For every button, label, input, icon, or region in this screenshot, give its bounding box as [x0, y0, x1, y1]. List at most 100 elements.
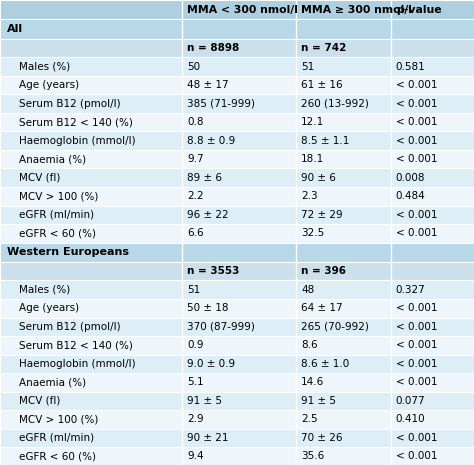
Text: 14.6: 14.6	[301, 377, 324, 387]
Text: 96 ± 22: 96 ± 22	[187, 210, 229, 220]
Text: 8.8 ± 0.9: 8.8 ± 0.9	[187, 136, 236, 146]
Text: Serum B12 < 140 (%): Serum B12 < 140 (%)	[19, 117, 133, 127]
Text: p-value: p-value	[396, 5, 441, 15]
Text: < 0.001: < 0.001	[396, 99, 438, 109]
Text: 0.581: 0.581	[396, 62, 426, 72]
Text: 90 ± 21: 90 ± 21	[187, 433, 229, 443]
Text: < 0.001: < 0.001	[396, 117, 438, 127]
Text: n = 3553: n = 3553	[187, 266, 239, 276]
Text: 70 ± 26: 70 ± 26	[301, 433, 343, 443]
Text: MCV > 100 (%): MCV > 100 (%)	[19, 191, 98, 201]
Text: Western Europeans: Western Europeans	[7, 247, 129, 257]
Bar	[0, 318, 474, 336]
Text: 0.410: 0.410	[396, 414, 425, 425]
Text: 6.6: 6.6	[187, 228, 204, 238]
Bar	[0, 57, 474, 76]
Text: < 0.001: < 0.001	[396, 340, 438, 350]
Text: 8.6: 8.6	[301, 340, 318, 350]
Text: eGFR < 60 (%): eGFR < 60 (%)	[19, 228, 96, 238]
Text: 260 (13-992): 260 (13-992)	[301, 99, 369, 109]
Text: eGFR < 60 (%): eGFR < 60 (%)	[19, 452, 96, 461]
Text: 265 (70-992): 265 (70-992)	[301, 322, 369, 332]
Text: 2.5: 2.5	[301, 414, 318, 425]
Text: 12.1: 12.1	[301, 117, 324, 127]
Text: < 0.001: < 0.001	[396, 322, 438, 332]
Text: Haemoglobin (mmol/l): Haemoglobin (mmol/l)	[19, 136, 136, 146]
Text: 48 ± 17: 48 ± 17	[187, 80, 229, 90]
Text: 8.6 ± 1.0: 8.6 ± 1.0	[301, 359, 349, 369]
Text: 72 ± 29: 72 ± 29	[301, 210, 343, 220]
Text: Anaemia (%): Anaemia (%)	[19, 154, 86, 164]
Bar	[0, 150, 474, 168]
Text: 48: 48	[301, 285, 314, 295]
Text: MCV (fl): MCV (fl)	[19, 396, 60, 406]
Text: < 0.001: < 0.001	[396, 377, 438, 387]
Bar	[0, 94, 474, 113]
Text: < 0.001: < 0.001	[396, 80, 438, 90]
Text: Serum B12 (pmol/l): Serum B12 (pmol/l)	[19, 99, 120, 109]
Text: Haemoglobin (mmol/l): Haemoglobin (mmol/l)	[19, 359, 136, 369]
Text: 32.5: 32.5	[301, 228, 324, 238]
Text: MCV (fl): MCV (fl)	[19, 173, 60, 183]
Text: < 0.001: < 0.001	[396, 359, 438, 369]
Text: Males (%): Males (%)	[19, 285, 70, 295]
Text: MMA < 300 nmol/l: MMA < 300 nmol/l	[187, 5, 298, 15]
Text: Serum B12 < 140 (%): Serum B12 < 140 (%)	[19, 340, 133, 350]
Bar	[0, 392, 474, 410]
Bar	[0, 206, 474, 224]
Text: < 0.001: < 0.001	[396, 154, 438, 164]
Text: eGFR (ml/min): eGFR (ml/min)	[19, 433, 94, 443]
Text: 385 (71-999): 385 (71-999)	[187, 99, 255, 109]
Text: < 0.001: < 0.001	[396, 136, 438, 146]
Bar	[0, 429, 474, 447]
Bar	[0, 0, 474, 20]
Text: 0.077: 0.077	[396, 396, 425, 406]
Bar	[0, 410, 474, 429]
Text: 0.484: 0.484	[396, 191, 426, 201]
Text: 0.008: 0.008	[396, 173, 425, 183]
Text: 64 ± 17: 64 ± 17	[301, 303, 343, 313]
Text: 89 ± 6: 89 ± 6	[187, 173, 222, 183]
Text: Anaemia (%): Anaemia (%)	[19, 377, 86, 387]
Text: 35.6: 35.6	[301, 452, 324, 461]
Text: n = 8898: n = 8898	[187, 43, 239, 53]
Text: 61 ± 16: 61 ± 16	[301, 80, 343, 90]
Bar	[0, 336, 474, 354]
Text: < 0.001: < 0.001	[396, 210, 438, 220]
Text: 91 ± 5: 91 ± 5	[187, 396, 222, 406]
Text: Age (years): Age (years)	[19, 303, 79, 313]
Bar	[0, 168, 474, 187]
Text: 51: 51	[187, 285, 201, 295]
Text: 51: 51	[301, 62, 314, 72]
Text: 50 ± 18: 50 ± 18	[187, 303, 229, 313]
Bar	[0, 373, 474, 392]
Text: 2.9: 2.9	[187, 414, 204, 425]
Text: 91 ± 5: 91 ± 5	[301, 396, 336, 406]
Text: 18.1: 18.1	[301, 154, 324, 164]
Bar	[0, 224, 474, 243]
Bar	[0, 299, 474, 318]
Text: 8.5 ± 1.1: 8.5 ± 1.1	[301, 136, 349, 146]
Text: 2.3: 2.3	[301, 191, 318, 201]
Bar	[0, 132, 474, 150]
Text: 9.4: 9.4	[187, 452, 204, 461]
Text: Males (%): Males (%)	[19, 62, 70, 72]
Text: n = 742: n = 742	[301, 43, 346, 53]
Bar	[0, 76, 474, 94]
Text: 0.9: 0.9	[187, 340, 204, 350]
Text: 9.0 ± 0.9: 9.0 ± 0.9	[187, 359, 236, 369]
Text: MMA ≥ 300 nmol/l: MMA ≥ 300 nmol/l	[301, 5, 412, 15]
Bar	[0, 280, 474, 299]
Bar	[0, 447, 474, 465]
Bar	[0, 20, 474, 39]
Text: < 0.001: < 0.001	[396, 433, 438, 443]
Text: n = 396: n = 396	[301, 266, 346, 276]
Text: 0.8: 0.8	[187, 117, 204, 127]
Bar	[0, 354, 474, 373]
Text: 5.1: 5.1	[187, 377, 204, 387]
Text: Age (years): Age (years)	[19, 80, 79, 90]
Text: 90 ± 6: 90 ± 6	[301, 173, 336, 183]
Bar	[0, 187, 474, 206]
Text: < 0.001: < 0.001	[396, 303, 438, 313]
Text: 9.7: 9.7	[187, 154, 204, 164]
